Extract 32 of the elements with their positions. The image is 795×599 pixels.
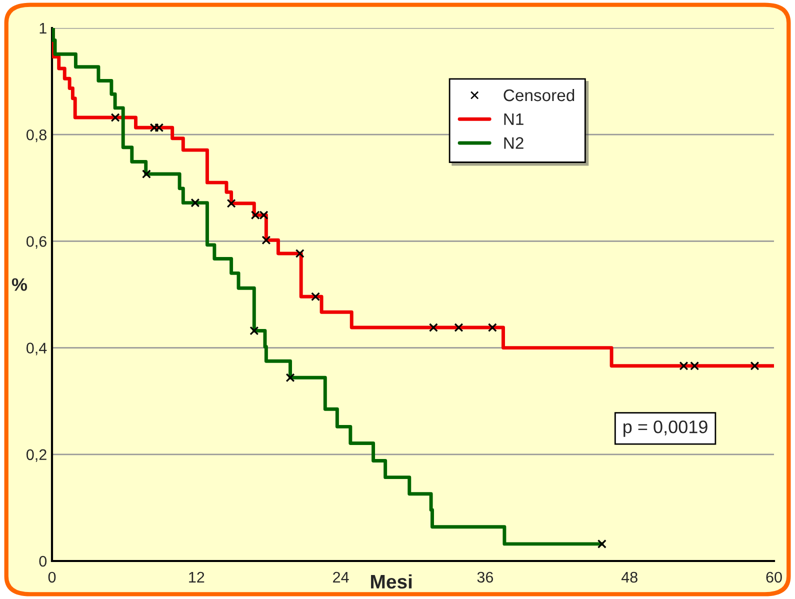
x-tick-label: 36 [477, 572, 494, 583]
point [295, 248, 304, 258]
x-tick-label: 12 [189, 572, 204, 582]
point [428, 323, 438, 332]
y-tick-label: 0 [39, 556, 47, 567]
point [488, 323, 497, 332]
x-axis-title: Mesi [371, 574, 412, 589]
point [250, 326, 259, 336]
legend-label: Censored [504, 88, 574, 102]
legend-label: N2 [504, 137, 524, 149]
point [226, 198, 236, 208]
point [286, 373, 295, 382]
point [750, 361, 760, 370]
y-tick-label: 0,6 [26, 236, 46, 249]
point [262, 236, 271, 245]
y-tick-label: 0,8 [26, 129, 46, 142]
y-axis-title: % [12, 278, 28, 291]
point [190, 198, 200, 208]
x-tick-label: 0 [48, 572, 56, 583]
y-tick-label: 0,4 [26, 342, 47, 356]
point [110, 113, 120, 122]
y-tick-label: 1 [40, 23, 46, 34]
x-tick-label: 24 [333, 572, 349, 582]
point [597, 539, 606, 548]
annotation: p = 0,0019 [624, 420, 708, 437]
point [311, 292, 320, 302]
point [142, 170, 151, 179]
legend-label: N1 [504, 113, 524, 125]
point [454, 323, 464, 332]
x-tick-label: 48 [621, 572, 638, 583]
x-tick-label: 60 [766, 572, 782, 583]
y-tick-label: 0,2 [26, 449, 46, 462]
